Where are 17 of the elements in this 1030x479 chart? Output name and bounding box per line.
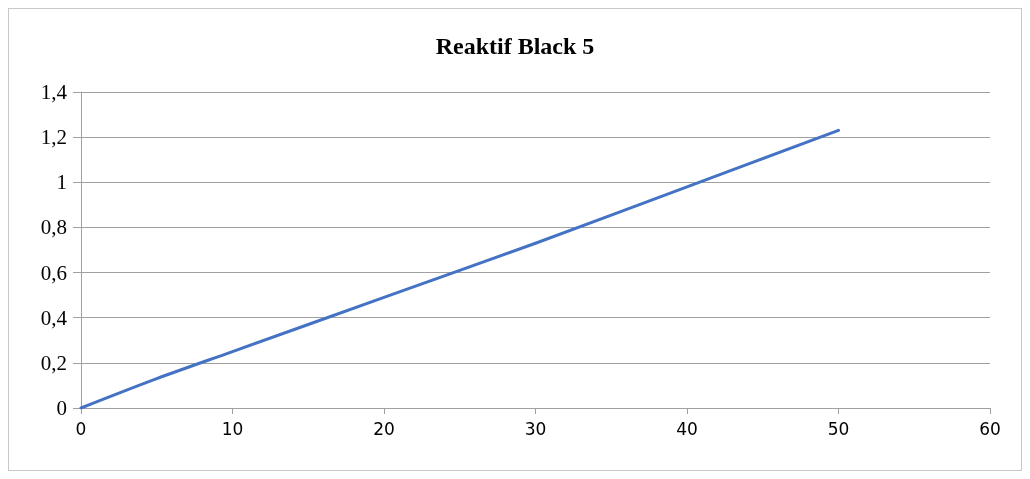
x-tick-label: 30 xyxy=(524,418,547,439)
x-tick-label: 40 xyxy=(676,418,698,439)
line-series xyxy=(79,128,840,410)
x-tick-label: 0 xyxy=(75,418,87,439)
x-tick-label: 10 xyxy=(221,418,244,439)
chart-title: Reaktif Black 5 xyxy=(435,33,595,59)
y-tick-label: 0,8 xyxy=(40,215,67,240)
y-tick-label: 1,4 xyxy=(40,80,68,104)
y-tick-label: 0,6 xyxy=(40,260,67,285)
y-tick-label: 0 xyxy=(56,396,67,420)
x-tick-label: 60 xyxy=(979,418,1001,439)
y-tick-label: 1,2 xyxy=(40,125,67,150)
y-tick-label: 1 xyxy=(56,170,67,195)
y-tick-label: 0,2 xyxy=(40,350,67,375)
x-tick-label: 50 xyxy=(827,418,850,439)
y-tick-label: 0,4 xyxy=(40,305,68,330)
x-tick-label: 20 xyxy=(373,418,395,439)
